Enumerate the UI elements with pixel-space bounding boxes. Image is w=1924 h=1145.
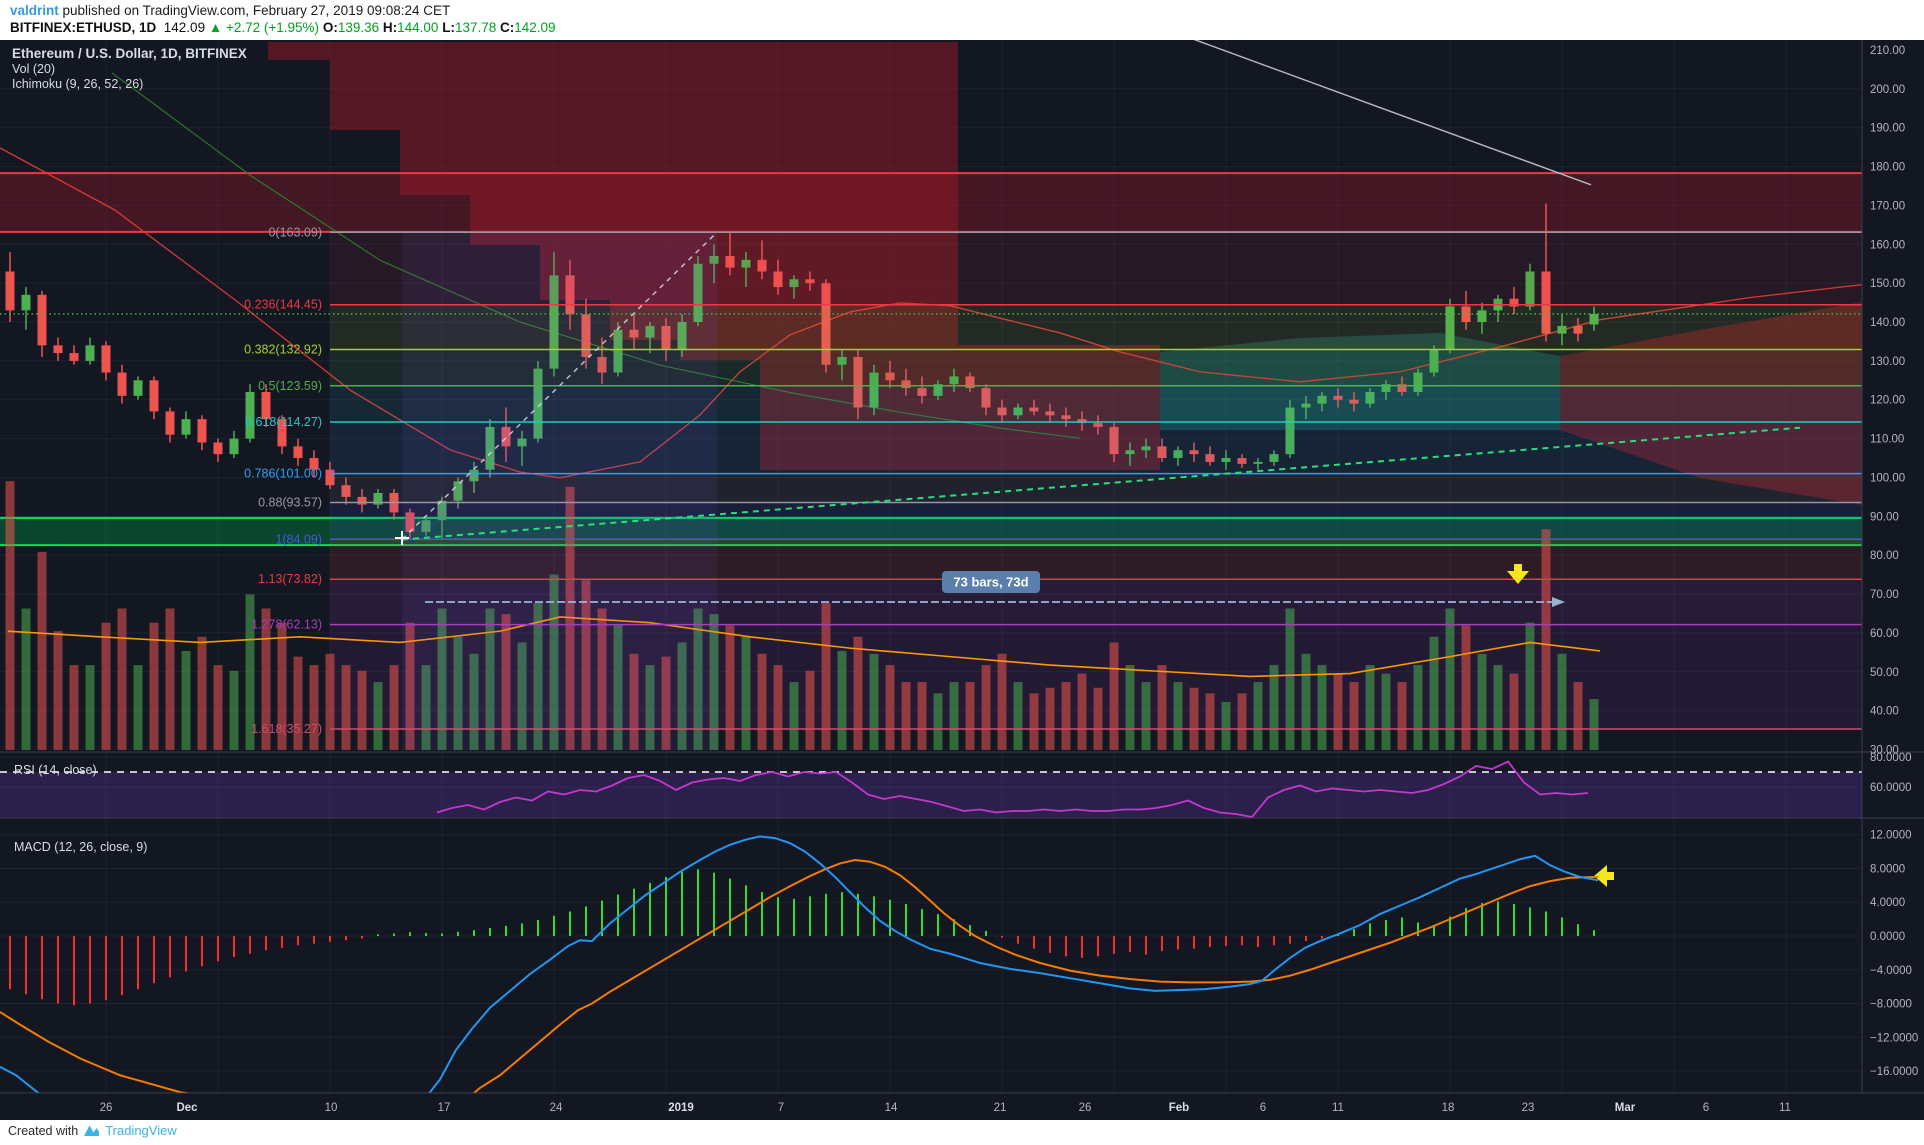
svg-text:140.00: 140.00: [1870, 317, 1905, 329]
open-value: 139.36: [337, 20, 380, 35]
author-link[interactable]: valdrint: [10, 3, 59, 18]
svg-text:150.00: 150.00: [1870, 278, 1905, 290]
svg-text:2019: 2019: [668, 1102, 694, 1114]
svg-text:80.00: 80.00: [1870, 550, 1899, 562]
svg-text:0.618(114.27): 0.618(114.27): [245, 415, 322, 429]
chart-canvas[interactable]: 0(163.09) 0.236(144.45) 0.382(132.92) 0.5(1…: [0, 40, 1924, 1120]
low-label: L:: [442, 20, 455, 35]
chart-area[interactable]: Ethereum / U.S. Dollar, 1D, BITFINEX Vol…: [0, 40, 1924, 1120]
svg-text:23: 23: [1522, 1102, 1535, 1114]
svg-text:0.88(93.57): 0.88(93.57): [258, 495, 322, 509]
svg-text:−4.0000: −4.0000: [1870, 965, 1912, 977]
svg-text:0(163.09): 0(163.09): [268, 225, 322, 239]
close-value: 142.09: [514, 20, 556, 35]
svg-text:7: 7: [778, 1102, 784, 1114]
up-arrow-icon: ▲: [208, 20, 223, 35]
svg-text:0.382(132.92): 0.382(132.92): [244, 343, 322, 357]
svg-text:6: 6: [1260, 1102, 1266, 1114]
svg-text:210.00: 210.00: [1870, 45, 1905, 57]
tradingview-link[interactable]: TradingView: [105, 1123, 177, 1138]
svg-text:80.0000: 80.0000: [1870, 752, 1912, 764]
symbol-line: BITFINEX:ETHUSD, 1D 142.09 ▲ +2.72 (+1.9…: [10, 20, 556, 35]
svg-text:24: 24: [550, 1102, 563, 1114]
open-label: O:: [322, 20, 338, 35]
svg-text:0.0000: 0.0000: [1870, 931, 1905, 943]
close-label: C:: [500, 20, 515, 35]
rsi-indicator-label[interactable]: RSI (14, close): [14, 763, 97, 777]
svg-text:60.0000: 60.0000: [1870, 782, 1912, 794]
svg-text:170.00: 170.00: [1870, 200, 1905, 212]
svg-text:60.00: 60.00: [1870, 628, 1899, 640]
svg-text:30.00: 30.00: [1870, 744, 1899, 756]
ichimoku-indicator-label[interactable]: Ichimoku (9, 26, 52, 26): [12, 77, 144, 91]
svg-text:11: 11: [1332, 1102, 1344, 1114]
svg-text:−12.0000: −12.0000: [1870, 1032, 1918, 1044]
high-label: H:: [382, 20, 398, 35]
created-with-text: Created with: [8, 1123, 79, 1138]
svg-text:12.0000: 12.0000: [1870, 830, 1912, 842]
svg-text:1.278(62.13): 1.278(62.13): [251, 618, 322, 632]
svg-text:18: 18: [1442, 1102, 1455, 1114]
svg-text:200.00: 200.00: [1870, 84, 1905, 96]
svg-text:1(84.09): 1(84.09): [275, 532, 322, 546]
svg-text:1.13(73.82): 1.13(73.82): [258, 572, 322, 586]
svg-text:6: 6: [1703, 1102, 1709, 1114]
last-price: 142.09: [163, 20, 206, 35]
symbol-name[interactable]: BITFINEX:ETHUSD, 1D: [10, 20, 157, 35]
price-change: +2.72 (+1.95%): [225, 20, 320, 35]
svg-text:4.0000: 4.0000: [1870, 897, 1905, 909]
svg-text:8.0000: 8.0000: [1870, 863, 1905, 875]
svg-text:1.618(35.27): 1.618(35.27): [251, 722, 322, 736]
svg-text:11: 11: [1779, 1102, 1791, 1114]
svg-text:90.00: 90.00: [1870, 511, 1899, 523]
svg-text:Mar: Mar: [1615, 1102, 1636, 1114]
svg-text:70.00: 70.00: [1870, 589, 1899, 601]
svg-text:73 bars, 73d: 73 bars, 73d: [953, 575, 1028, 590]
svg-text:Dec: Dec: [176, 1102, 198, 1114]
svg-text:0.5(123.59): 0.5(123.59): [258, 379, 322, 393]
svg-text:0.786(101.00): 0.786(101.00): [244, 467, 322, 481]
tradingview-logo-icon: [84, 1125, 100, 1136]
svg-text:160.00: 160.00: [1870, 239, 1905, 251]
svg-text:50.00: 50.00: [1870, 667, 1899, 679]
svg-text:10: 10: [325, 1102, 338, 1114]
svg-text:14: 14: [885, 1102, 898, 1114]
footer-bar: Created with TradingView: [0, 1120, 1924, 1145]
chart-title[interactable]: Ethereum / U.S. Dollar, 1D, BITFINEX: [12, 46, 247, 61]
svg-text:100.00: 100.00: [1870, 472, 1905, 484]
svg-text:Feb: Feb: [1169, 1102, 1189, 1114]
svg-text:−8.0000: −8.0000: [1870, 999, 1912, 1011]
chart-legend: Ethereum / U.S. Dollar, 1D, BITFINEX Vol…: [12, 46, 247, 91]
low-value: 137.78: [454, 20, 497, 35]
svg-text:26: 26: [1079, 1102, 1092, 1114]
svg-text:130.00: 130.00: [1870, 356, 1905, 368]
high-value: 144.00: [397, 20, 439, 35]
volume-indicator-label[interactable]: Vol (20): [12, 62, 56, 76]
svg-text:−16.0000: −16.0000: [1870, 1066, 1918, 1078]
svg-text:120.00: 120.00: [1870, 395, 1905, 407]
header-bar: valdrint published on TradingView.com, F…: [0, 0, 1924, 40]
svg-text:26: 26: [100, 1102, 113, 1114]
svg-text:40.00: 40.00: [1870, 706, 1899, 718]
svg-text:17: 17: [438, 1102, 451, 1114]
svg-text:21: 21: [994, 1102, 1007, 1114]
svg-text:0.236(144.45): 0.236(144.45): [244, 298, 322, 312]
macd-indicator-label[interactable]: MACD (12, 26, close, 9): [14, 840, 148, 854]
publish-text: published on TradingView.com, February 2…: [58, 3, 451, 18]
svg-text:180.00: 180.00: [1870, 162, 1905, 174]
svg-text:190.00: 190.00: [1870, 123, 1905, 135]
svg-text:110.00: 110.00: [1870, 434, 1904, 446]
publish-line: valdrint published on TradingView.com, F…: [10, 3, 450, 18]
